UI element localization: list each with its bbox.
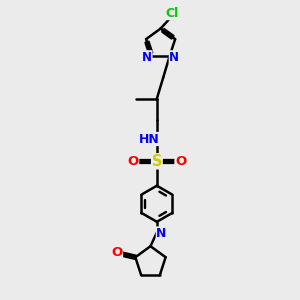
Text: S: S [152,154,162,169]
Text: N: N [142,51,152,64]
Text: HN: HN [138,133,159,146]
Text: O: O [175,155,186,168]
Text: N: N [169,51,179,64]
Text: O: O [128,155,139,168]
Text: N: N [156,227,167,240]
Text: O: O [111,247,122,260]
Text: Cl: Cl [166,7,179,20]
